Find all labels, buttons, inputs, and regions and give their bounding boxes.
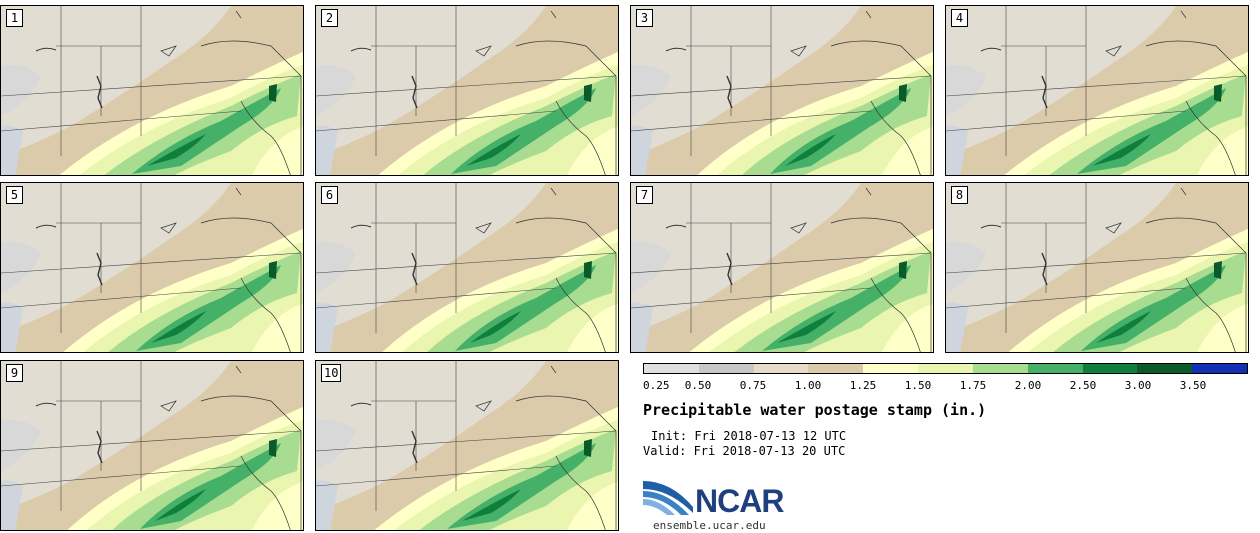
precip-water-map: [316, 361, 618, 530]
color-scale-swatch: [1082, 364, 1138, 373]
precip-water-map: [946, 183, 1248, 352]
color-scale-swatch: [1027, 364, 1083, 373]
color-scale-tick: 2.50: [1069, 379, 1097, 392]
panel-number-label: 8: [951, 186, 968, 204]
postage-stamp-panel: 7: [630, 182, 934, 353]
logo-url: ensemble.ucar.edu: [653, 519, 766, 532]
ncar-logo: NCAR ensemble.ucar.edu: [643, 477, 793, 533]
color-scale-tick: 2.00: [1014, 379, 1042, 392]
panel-number-label: 7: [636, 186, 653, 204]
panel-number-label: 5: [6, 186, 23, 204]
color-scale-tick: 3.00: [1124, 379, 1152, 392]
panel-number-label: 4: [951, 9, 968, 27]
precip-water-map: [1, 361, 303, 530]
postage-stamp-panel: 3: [630, 5, 934, 176]
color-scale-swatch: [1137, 364, 1193, 373]
postage-stamp-panel: 8: [945, 182, 1249, 353]
postage-stamp-panel: 5: [0, 182, 304, 353]
ncar-logo-text: NCAR: [695, 483, 784, 519]
color-scale-tick: 1.50: [904, 379, 932, 392]
color-scale-swatch: [863, 364, 919, 373]
color-scale-tick: 1.75: [959, 379, 987, 392]
panel-number-label: 6: [321, 186, 338, 204]
panel-number-label: 1: [6, 9, 23, 27]
ncar-swoosh-icon: [643, 481, 693, 515]
map-title: Precipitable water postage stamp (in.): [643, 401, 987, 419]
color-scale-swatch: [698, 364, 754, 373]
postage-stamp-panel: 10: [315, 360, 619, 531]
color-scale-tick: 3.50: [1179, 379, 1207, 392]
postage-stamp-panel: 6: [315, 182, 619, 353]
color-scale-swatch: [918, 364, 973, 373]
color-scale-swatch: [753, 364, 809, 373]
color-scale-tick: 1.00: [794, 379, 822, 392]
color-scale-bar: [643, 363, 1248, 374]
precip-water-map: [631, 183, 933, 352]
color-scale-tick: 1.25: [849, 379, 877, 392]
panel-number-label: 9: [6, 364, 23, 382]
color-scale-swatch: [644, 364, 699, 373]
color-scale-swatch: [972, 364, 1028, 373]
precip-water-map: [631, 6, 933, 175]
postage-stamp-panel: 4: [945, 5, 1249, 176]
panel-number-label: 3: [636, 9, 653, 27]
panel-number-label: 10: [321, 364, 342, 382]
color-scale-tick: 0.75: [739, 379, 767, 392]
color-scale-tick: 0.50: [684, 379, 712, 392]
color-scale-swatch: [808, 364, 864, 373]
postage-stamp-panel: 2: [315, 5, 619, 176]
color-scale-swatch: [1192, 364, 1247, 373]
postage-stamp-panel: 1: [0, 5, 304, 176]
panel-number-label: 2: [321, 9, 338, 27]
color-scale-ticks: 0.25 0.50 0.75 1.00 1.25 1.50 1.75 2.00 2.50 3.00…: [643, 379, 1248, 393]
init-time: Init: Fri 2018-07-13 12 UTC: [651, 429, 847, 443]
precip-water-map: [1, 6, 303, 175]
valid-time: Valid: Fri 2018-07-13 20 UTC: [643, 444, 846, 458]
precip-water-map: [316, 183, 618, 352]
precip-water-map: [316, 6, 618, 175]
postage-stamp-panel: 9: [0, 360, 304, 531]
color-scale-tick: 0.25: [643, 379, 670, 392]
precip-water-map: [1, 183, 303, 352]
precip-water-map: [946, 6, 1248, 175]
